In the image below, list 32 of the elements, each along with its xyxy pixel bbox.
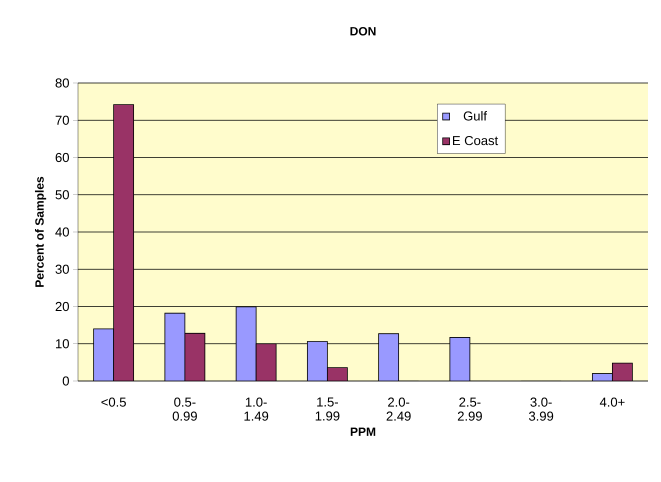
x-tick-label: 1.5- 1.99: [316, 398, 340, 421]
y-tick-label: 20: [56, 302, 69, 312]
bar: [612, 362, 633, 381]
legend-label: Gulf: [464, 111, 487, 121]
y-tick-label: 0: [62, 376, 69, 386]
x-tick-label: 2.5- 2.99: [458, 398, 482, 421]
bar: [236, 306, 257, 381]
y-tick-label: 10: [56, 339, 69, 348]
x-tick-label: 1.0- 1.49: [244, 398, 268, 421]
y-axis-title: Percent of Samples: [34, 176, 46, 287]
bar: [93, 328, 114, 381]
x-tick-label: 2.0- 2.49: [386, 398, 411, 421]
x-axis-title: PPM: [350, 428, 376, 436]
y-tick-label: 30: [56, 264, 69, 274]
y-tick-label: 40: [55, 227, 69, 237]
y-tick-label: 70: [56, 116, 69, 125]
x-tick-label: 4.0+: [600, 398, 625, 407]
legend-label: E Coast: [453, 136, 498, 146]
bar: [184, 332, 206, 381]
x-tick-label: 0.5- 0.99: [172, 398, 197, 421]
bar: [306, 341, 328, 381]
x-tick-label: 3.0- 3.99: [528, 398, 554, 421]
y-tick-label: 50: [56, 190, 69, 200]
x-tick-label: <0.5: [101, 398, 126, 407]
bar: [378, 333, 400, 381]
bar: [449, 337, 470, 381]
bar: [256, 343, 277, 381]
chart-title: DON: [350, 26, 376, 36]
y-tick-label: 80: [56, 78, 69, 88]
bar: [113, 104, 134, 381]
y-tick-label: 60: [56, 152, 69, 162]
bar: [164, 312, 186, 381]
